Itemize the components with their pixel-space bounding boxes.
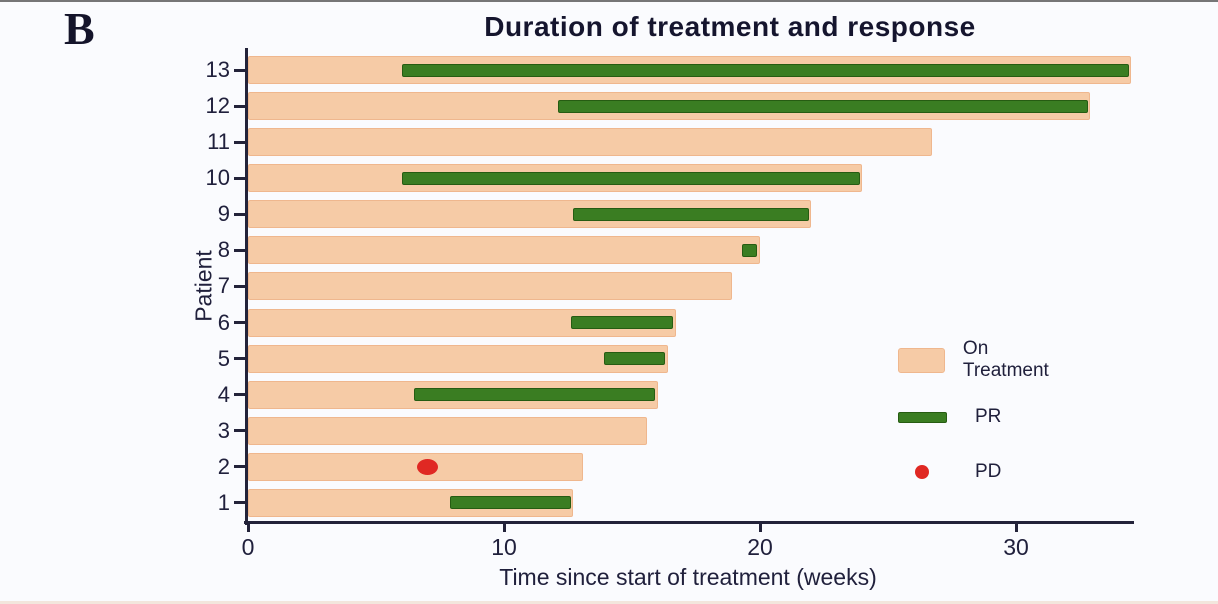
x-axis-tick [1014,523,1018,532]
pr-bar-patient-9 [573,207,809,221]
y-tick-label: 12 [205,93,230,119]
pr-swatch [898,411,947,423]
legend-swatch-cell [898,465,975,479]
y-axis-tick [234,176,246,180]
pr-bar-patient-12 [557,99,1088,113]
x-tick-label: 0 [241,534,255,560]
on-treatment-swatch [898,347,945,373]
legend-swatch-cell [898,411,975,423]
x-tick-label: 20 [747,534,773,560]
treatment-bar-patient-7 [248,272,732,301]
y-axis-tick [234,212,246,216]
treatment-bar-patient-11 [248,128,932,157]
y-axis-tick [234,68,246,72]
treatment-bar-patient-3 [248,416,648,445]
y-axis-tick [234,321,246,325]
x-axis-title: Time since start of treatment (weeks) [499,564,877,590]
x-tick-label: 10 [491,534,517,560]
x-axis-tick [246,523,250,532]
treatment-bar-patient-2 [248,452,584,481]
treatment-bar-patient-8 [248,236,760,265]
y-axis-tick [234,393,246,397]
pr-bar-patient-5 [603,352,666,366]
y-tick-label: 9 [217,201,230,227]
treatment-bar-patient-5 [248,344,668,373]
bottom-edge-line [0,601,1218,604]
pr-bar-patient-6 [570,316,673,330]
x-tick-label: 30 [1003,534,1029,560]
panel-label: B [64,3,95,54]
legend-label-pd: PD [975,461,1002,482]
pr-bar-patient-13 [401,63,1129,77]
y-axis-tick [234,429,246,433]
y-tick-label: 4 [217,381,230,407]
y-tick-label: 2 [217,453,230,479]
x-axis-tick [758,523,762,532]
legend-label-pr: PR [975,406,1002,427]
pr-bar-patient-8 [742,243,758,257]
legend-item-pd: PD [898,457,1001,487]
pd-marker-patient-2 [416,458,438,475]
y-tick-label: 8 [217,237,230,263]
pr-bar-patient-10 [401,171,860,185]
y-axis-tick [234,501,246,505]
treatment-bar-patient-9 [248,200,812,229]
legend-item-pr: PR [898,402,1001,432]
y-tick-label: 3 [217,417,230,443]
x-axis-line [244,521,1134,524]
y-tick-label: 13 [205,57,230,82]
y-axis-tick [234,465,246,469]
chart-title: Duration of treatment and response [484,11,976,42]
pr-bar-patient-1 [450,496,571,510]
y-tick-label: 1 [217,489,230,515]
legend-item-on-treatment: On Treatment [898,338,1061,381]
y-axis-tick [234,357,246,361]
top-edge-line [0,0,1218,2]
y-axis-tick [234,284,246,288]
y-axis-line [245,48,248,525]
y-tick-label: 6 [217,309,230,335]
y-tick-label: 11 [207,129,230,155]
y-tick-label: 7 [217,273,230,299]
legend-label-on-treatment: On Treatment [962,338,1049,381]
y-axis-tick [234,248,246,252]
y-tick-label: 5 [217,345,230,371]
y-axis-tick [234,104,246,108]
y-axis-tick [234,140,246,144]
legend-swatch-cell [898,347,963,373]
x-axis-tick [502,523,506,532]
pr-bar-patient-4 [414,388,656,402]
pd-swatch [915,465,929,479]
y-tick-label: 10 [205,165,230,191]
